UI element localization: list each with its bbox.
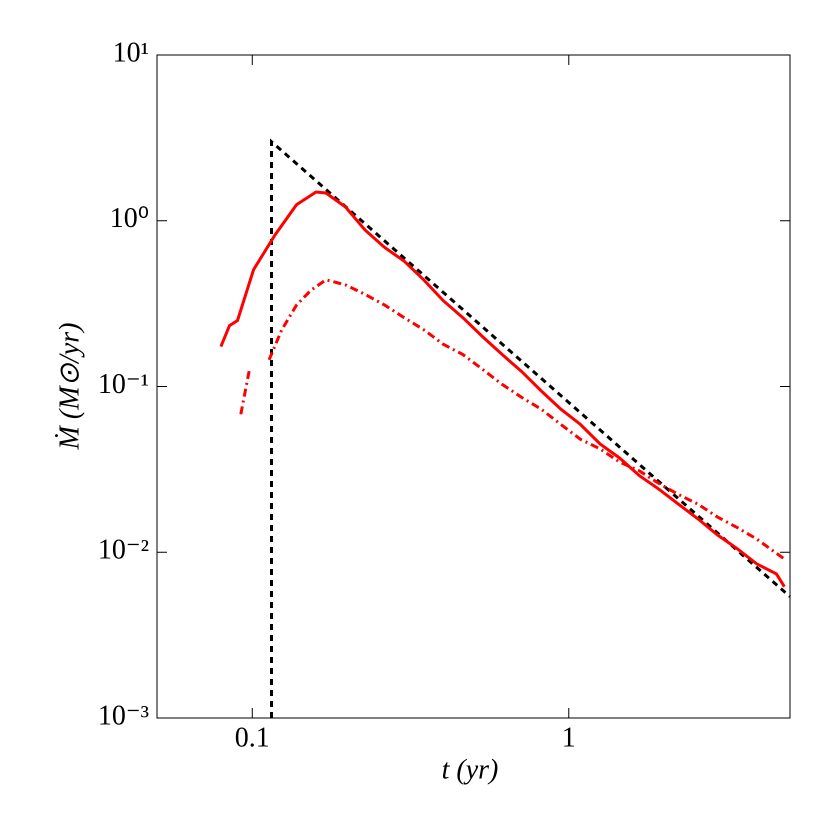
- plot-frame: [156, 54, 791, 719]
- y-axis-label: Ṁ (M⊙/yr): [54, 323, 85, 451]
- y-tick-label: 10¹: [113, 37, 149, 68]
- x-tick-label: 0.1: [235, 722, 270, 753]
- line-series: [270, 138, 791, 718]
- x-axis-label: t (yr): [442, 754, 499, 785]
- x-tick-label: 1: [562, 722, 576, 753]
- y-tick-label: 10⁻³: [98, 700, 149, 731]
- line-series: [219, 190, 786, 588]
- y-tick-label: 10⁻¹: [98, 369, 149, 400]
- y-tick-label: 10⁰: [110, 203, 149, 234]
- line-series: [239, 278, 786, 561]
- y-tick-label: 10⁻²: [98, 535, 149, 566]
